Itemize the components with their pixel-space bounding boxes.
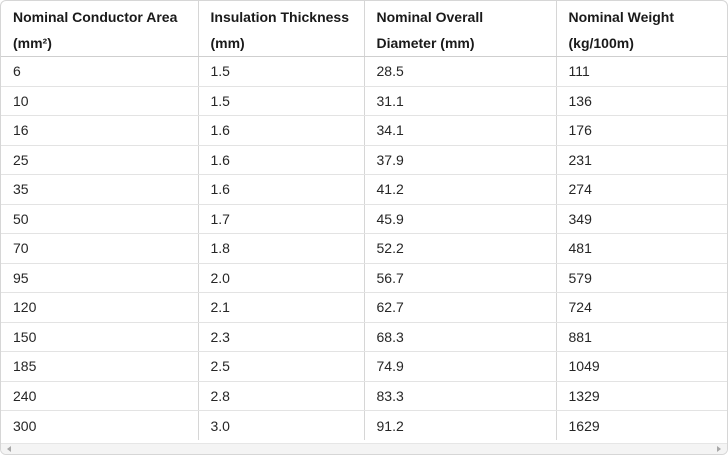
cell-nominal-weight: 136	[556, 86, 727, 116]
cell-conductor-area: 6	[1, 56, 199, 87]
cell-overall-diameter: 34.1	[364, 115, 557, 146]
cell-conductor-area: 35	[1, 174, 199, 205]
cell-conductor-area: 95	[1, 263, 199, 293]
cell-nominal-weight: 111	[556, 56, 727, 87]
table-row: 50 1.7 45.9 349	[1, 204, 727, 234]
table-row: 6 1.5 28.5 111	[1, 56, 727, 87]
table-row: 35 1.6 41.2 274	[1, 174, 727, 205]
cell-overall-diameter: 45.9	[364, 204, 557, 234]
cell-insulation-thickness: 3.0	[198, 410, 365, 440]
header-line: Diameter (mm)	[376, 35, 475, 51]
cell-conductor-area: 150	[1, 322, 199, 352]
table-row: 300 3.0 91.2 1629	[1, 410, 727, 440]
table-row: 185 2.5 74.9 1049	[1, 351, 727, 382]
table-row: 16 1.6 34.1 176	[1, 115, 727, 146]
header-conductor-area: Nominal Conductor Area (mm²)	[1, 1, 199, 57]
cell-insulation-thickness: 1.5	[198, 86, 365, 116]
cell-overall-diameter: 37.9	[364, 145, 557, 175]
cell-overall-diameter: 28.5	[364, 56, 557, 87]
arrow-right-icon[interactable]	[717, 446, 721, 452]
cell-insulation-thickness: 2.1	[198, 292, 365, 323]
header-line: Insulation Thickness	[210, 9, 349, 25]
cell-conductor-area: 50	[1, 204, 199, 234]
cell-insulation-thickness: 1.6	[198, 174, 365, 205]
table-row: 70 1.8 52.2 481	[1, 233, 727, 264]
table-row: 95 2.0 56.7 579	[1, 263, 727, 293]
cell-insulation-thickness: 2.5	[198, 351, 365, 382]
cell-nominal-weight: 274	[556, 174, 727, 205]
cell-insulation-thickness: 2.3	[198, 322, 365, 352]
header-line: Nominal Overall	[376, 9, 484, 25]
cell-nominal-weight: 349	[556, 204, 727, 234]
cell-insulation-thickness: 1.7	[198, 204, 365, 234]
cell-nominal-weight: 579	[556, 263, 727, 293]
cell-nominal-weight: 881	[556, 322, 727, 352]
table-row: 10 1.5 31.1 136	[1, 86, 727, 116]
cell-conductor-area: 185	[1, 351, 199, 382]
cell-nominal-weight: 1049	[556, 351, 727, 382]
cell-overall-diameter: 56.7	[364, 263, 557, 293]
cell-nominal-weight: 231	[556, 145, 727, 175]
cell-nominal-weight: 481	[556, 233, 727, 264]
cell-insulation-thickness: 2.8	[198, 381, 365, 411]
cell-insulation-thickness: 1.6	[198, 115, 365, 146]
header-line: (mm²)	[13, 35, 52, 51]
cell-overall-diameter: 74.9	[364, 351, 557, 382]
table-row: 240 2.8 83.3 1329	[1, 381, 727, 411]
cell-conductor-area: 16	[1, 115, 199, 146]
cell-conductor-area: 240	[1, 381, 199, 411]
cell-conductor-area: 10	[1, 86, 199, 116]
cell-insulation-thickness: 2.0	[198, 263, 365, 293]
cell-nominal-weight: 724	[556, 292, 727, 323]
table-row: 120 2.1 62.7 724	[1, 292, 727, 323]
cell-nominal-weight: 1329	[556, 381, 727, 411]
cell-overall-diameter: 83.3	[364, 381, 557, 411]
header-line: Nominal Conductor Area	[13, 9, 178, 25]
cell-insulation-thickness: 1.6	[198, 145, 365, 175]
cell-overall-diameter: 41.2	[364, 174, 557, 205]
header-overall-diameter: Nominal Overall Diameter (mm)	[364, 1, 557, 57]
cell-overall-diameter: 68.3	[364, 322, 557, 352]
table-row: 25 1.6 37.9 231	[1, 145, 727, 175]
header-row: Nominal Conductor Area (mm²) Insulation …	[1, 1, 727, 57]
cable-specs-table: Nominal Conductor Area (mm²) Insulation …	[1, 1, 727, 440]
cell-overall-diameter: 31.1	[364, 86, 557, 116]
cell-nominal-weight: 176	[556, 115, 727, 146]
cell-overall-diameter: 52.2	[364, 233, 557, 264]
cell-overall-diameter: 62.7	[364, 292, 557, 323]
cell-insulation-thickness: 1.8	[198, 233, 365, 264]
table-row: 150 2.3 68.3 881	[1, 322, 727, 352]
table-body: 6 1.5 28.5 111 10 1.5 31.1 136 16 1.6 34.1 176 25 1.6…	[1, 56, 727, 440]
header-line: Nominal Weight	[568, 9, 675, 25]
arrow-left-icon[interactable]	[7, 446, 11, 452]
cell-conductor-area: 25	[1, 145, 199, 175]
cell-conductor-area: 120	[1, 292, 199, 323]
cell-conductor-area: 70	[1, 233, 199, 264]
cell-conductor-area: 300	[1, 410, 199, 440]
cell-insulation-thickness: 1.5	[198, 56, 365, 87]
cell-overall-diameter: 91.2	[364, 410, 557, 440]
header-insulation-thickness: Insulation Thickness (mm)	[198, 1, 365, 57]
header-line: (mm)	[210, 35, 245, 51]
header-line: (kg/100m)	[568, 35, 634, 51]
horizontal-scrollbar[interactable]	[1, 443, 727, 454]
header-nominal-weight: Nominal Weight (kg/100m)	[556, 1, 727, 57]
table-header: Nominal Conductor Area (mm²) Insulation …	[1, 1, 727, 57]
cell-nominal-weight: 1629	[568, 417, 600, 434]
